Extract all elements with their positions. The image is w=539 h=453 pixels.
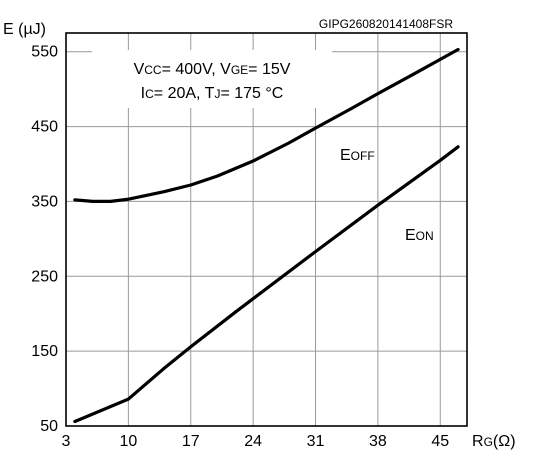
y-tick-label: 350 xyxy=(31,193,58,210)
plot-frame xyxy=(65,32,468,427)
condition-line: IC= 20A, TJ= 175 °C xyxy=(141,85,284,102)
x-axis-title: RG(Ω) xyxy=(472,433,516,450)
y-tick-label: 450 xyxy=(31,119,58,136)
y-tick-label: 150 xyxy=(31,343,58,360)
y-tick-label: 550 xyxy=(31,44,58,61)
y-tick-label: 50 xyxy=(40,418,58,435)
x-tick-label: 31 xyxy=(307,433,325,450)
conditions-box xyxy=(92,50,332,108)
x-tick-label: 10 xyxy=(119,433,137,450)
series-labels: EOFF EON xyxy=(340,147,434,244)
y-axis-title: E (µJ) xyxy=(3,21,46,38)
y-tick-label: 250 xyxy=(31,268,58,285)
condition-line: VCC= 400V, VGE= 15V xyxy=(134,61,291,78)
figure-code-label: GIPG260820141408FSR xyxy=(319,17,453,31)
series-label-eon: EON xyxy=(405,227,434,244)
test-conditions: VCC= 400V, VGE= 15V IC= 20A, TJ= 175 °C xyxy=(134,61,291,102)
series-line-eoff xyxy=(73,47,460,203)
x-tick-label: 45 xyxy=(431,433,449,450)
x-tick-label: 38 xyxy=(369,433,387,450)
x-tick-label: 17 xyxy=(182,433,200,450)
series-label-eoff: EOFF xyxy=(340,147,375,164)
x-tick-label: 24 xyxy=(244,433,262,450)
x-tick-label: 3 xyxy=(62,433,71,450)
tick-labels: 3 10 17 24 31 38 45 50 150 250 350 450 550 xyxy=(31,44,449,450)
series-line-eon xyxy=(73,145,460,424)
series-layer xyxy=(73,47,460,424)
